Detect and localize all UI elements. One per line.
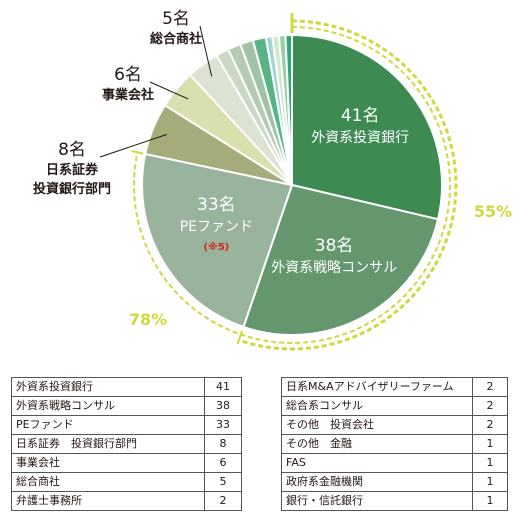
- bracket-78-label: 78%: [129, 310, 167, 329]
- data-table-right: 日系M&Aアドバイザリーファーム 2 総合系コンサル 2 その他 投資会社 2 その他 金融…: [281, 377, 508, 511]
- slice-label: 33名: [197, 195, 236, 215]
- table-cell-name: 弁護士事務所: [11, 491, 205, 511]
- callout-line: [199, 25, 213, 77]
- slice-label: 外資系戦略コンサル: [271, 260, 397, 276]
- table-row: FAS 1: [281, 453, 508, 473]
- pie-slice: [242, 183, 440, 337]
- table-cell-name: 日系証券 投資銀行部門: [11, 434, 205, 454]
- table-cell-name: 事業会社: [11, 453, 205, 473]
- bracket-55-arc: [238, 19, 458, 351]
- slice-label: PEファンド: [180, 219, 253, 235]
- table-row: 銀行・信託銀行 1: [281, 491, 508, 511]
- table-cell-count: 2: [472, 415, 508, 435]
- slice-label: 日系証券: [46, 162, 99, 178]
- table-row: 政府系金融機関 1: [281, 472, 508, 492]
- table-row: 総合商社 5: [11, 472, 242, 492]
- table-row: 事業会社 6: [11, 453, 242, 473]
- callout-line: [99, 133, 168, 158]
- bracket-55-label: 55%: [474, 202, 512, 221]
- data-table-left: 外資系投資銀行 41 外資系戦略コンサル 38 PEファンド 33 日系証券 投資銀行部門 8…: [11, 377, 242, 511]
- table-cell-name: 外資系戦略コンサル: [11, 396, 205, 416]
- slice-label: 8名: [58, 140, 86, 160]
- bracket-78-arc: [133, 26, 451, 344]
- slice-label: 事業会社: [102, 87, 154, 103]
- table-row: 弁護士事務所 2: [11, 491, 242, 511]
- table-row: その他 金融 1: [281, 434, 508, 454]
- slice-label: 投資銀行部門: [33, 181, 111, 197]
- table-cell-name: その他 投資会社: [281, 415, 473, 435]
- slice-label: 5名: [162, 9, 190, 29]
- slice-label: 外資系投資銀行: [311, 130, 409, 146]
- table-row: その他 投資会社 2: [281, 415, 508, 435]
- table-cell-count: 2: [472, 377, 508, 397]
- table-cell-name: 日系M&Aアドバイザリーファーム: [281, 377, 473, 397]
- bracket-tick: [131, 150, 144, 155]
- table-cell-count: 2: [204, 491, 242, 511]
- table-cell-count: 41: [204, 377, 242, 397]
- table-cell-name: 銀行・信託銀行: [281, 491, 473, 511]
- table-cell-name: 総合系コンサル: [281, 396, 473, 416]
- slice-label: (※5): [203, 241, 229, 253]
- table-cell-count: 1: [472, 472, 508, 492]
- table-row: 日系証券 投資銀行部門 8: [11, 434, 242, 454]
- slice-label: 総合商社: [150, 31, 202, 47]
- table-cell-count: 8: [204, 434, 242, 454]
- table-cell-name: 総合商社: [11, 472, 205, 492]
- table-row: PEファンド 33: [11, 415, 242, 435]
- pie-slice: [284, 33, 293, 186]
- table-row: 総合系コンサル 2: [281, 396, 508, 416]
- table-cell-name: PEファンド: [11, 415, 205, 435]
- pie-slice: [291, 33, 443, 221]
- table-cell-count: 1: [472, 491, 508, 511]
- table-cell-count: 1: [472, 434, 508, 454]
- table-cell-count: 1: [472, 453, 508, 473]
- table-cell-name: FAS: [281, 453, 473, 473]
- slice-label: 41名: [341, 106, 380, 126]
- table-row: 外資系戦略コンサル 38: [11, 396, 242, 416]
- table-row: 日系M&Aアドバイザリーファーム 2: [281, 377, 508, 397]
- slice-label: 38名: [315, 236, 354, 256]
- table-row: 外資系投資銀行 41: [11, 377, 242, 397]
- table-cell-count: 38: [204, 396, 242, 416]
- table-cell-name: その他 金融: [281, 434, 473, 454]
- table-cell-count: 2: [472, 396, 508, 416]
- table-cell-count: 33: [204, 415, 242, 435]
- callout-line: [149, 81, 189, 100]
- table-cell-count: 6: [204, 453, 242, 473]
- bracket-tick: [236, 330, 244, 345]
- table-cell-name: 外資系投資銀行: [11, 377, 205, 397]
- pie-slice: [141, 152, 294, 329]
- table-cell-count: 5: [204, 472, 242, 492]
- slice-label: 6名: [114, 65, 142, 85]
- table-cell-name: 政府系金融機関: [281, 472, 473, 492]
